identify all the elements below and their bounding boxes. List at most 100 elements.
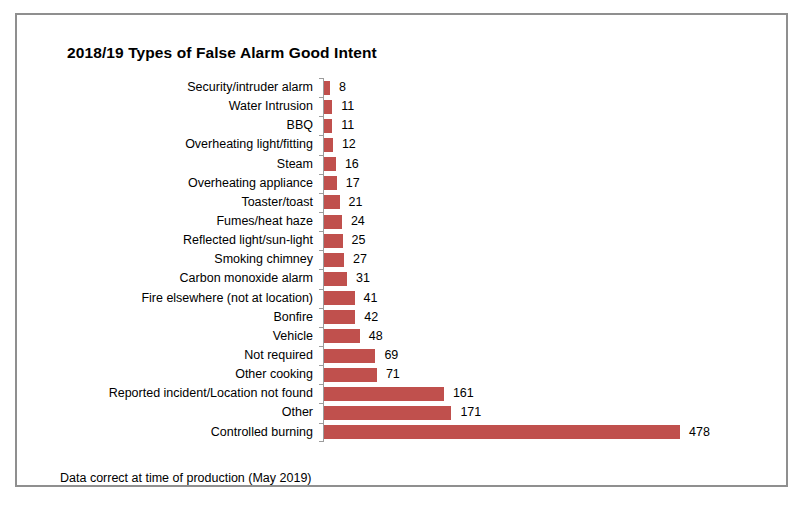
bar xyxy=(324,291,355,305)
value-label: 27 xyxy=(353,250,367,269)
category-label: BBQ xyxy=(57,116,313,135)
value-label: 41 xyxy=(364,289,378,308)
bar xyxy=(324,349,375,363)
chart-row: Overheating appliance 17 xyxy=(57,174,797,193)
value-label: 8 xyxy=(339,78,346,97)
bar xyxy=(324,100,332,114)
axis-tick xyxy=(319,250,324,251)
chart-row: Bonfire 42 xyxy=(57,308,797,327)
category-label: Vehicle xyxy=(57,327,313,346)
chart-row: Controlled burning 478 xyxy=(57,423,797,442)
chart-row: Other 171 xyxy=(57,403,797,422)
category-label: Reflected light/sun-light xyxy=(57,231,313,250)
value-label: 31 xyxy=(356,269,370,288)
axis-tick xyxy=(319,423,324,424)
value-label: 42 xyxy=(364,308,378,327)
category-label: Other xyxy=(57,403,313,422)
bar xyxy=(324,157,336,171)
chart-row: Toaster/toast 21 xyxy=(57,193,797,212)
category-label: Smoking chimney xyxy=(57,250,313,269)
bar xyxy=(324,253,344,267)
axis-tick xyxy=(319,193,324,194)
bar xyxy=(324,195,340,209)
value-label: 69 xyxy=(384,346,398,365)
category-label: Controlled burning xyxy=(57,423,313,442)
category-label: Water Intrusion xyxy=(57,97,313,116)
axis-tick xyxy=(319,174,324,175)
value-label: 11 xyxy=(341,97,354,116)
chart-frame: 2018/19 Types of False Alarm Good Intent… xyxy=(15,13,788,487)
bar xyxy=(324,81,330,95)
category-label: Other cooking xyxy=(57,365,313,384)
axis-tick xyxy=(319,289,324,290)
bar xyxy=(324,368,377,382)
bar xyxy=(324,215,342,229)
category-label: Security/intruder alarm xyxy=(57,78,313,97)
axis-tick xyxy=(319,403,324,404)
axis-tick xyxy=(319,155,324,156)
chart-row: Reported incident/Location not found 161 xyxy=(57,384,797,403)
bar xyxy=(324,176,337,190)
axis-tick xyxy=(319,346,324,347)
chart-row: Fire elsewhere (not at location) 41 xyxy=(57,289,797,308)
category-label: Toaster/toast xyxy=(57,193,313,212)
category-label: Overheating appliance xyxy=(57,174,313,193)
category-label: Overheating light/fitting xyxy=(57,135,313,154)
value-label: 11 xyxy=(341,116,354,135)
chart-row: Smoking chimney 27 xyxy=(57,250,797,269)
axis-tick xyxy=(319,97,324,98)
axis-tick xyxy=(319,116,324,117)
value-label: 24 xyxy=(351,212,365,231)
axis-tick xyxy=(319,384,324,385)
bar xyxy=(324,272,347,286)
chart-row: Fumes/heat haze 24 xyxy=(57,212,797,231)
value-label: 16 xyxy=(345,155,359,174)
footer-note: Data correct at time of production (May … xyxy=(60,471,312,485)
category-label: Fire elsewhere (not at location) xyxy=(57,289,313,308)
bar xyxy=(324,310,355,324)
axis-tick xyxy=(319,212,324,213)
axis-tick xyxy=(319,78,324,79)
chart-row: Vehicle 48 xyxy=(57,327,797,346)
chart-row: Reflected light/sun-light 25 xyxy=(57,231,797,250)
axis-tick xyxy=(319,308,324,309)
axis-tick xyxy=(319,135,324,136)
chart-row: BBQ 11 xyxy=(57,116,797,135)
bar xyxy=(324,119,332,133)
chart-row: Carbon monoxide alarm 31 xyxy=(57,269,797,288)
value-label: 478 xyxy=(689,423,710,442)
value-label: 25 xyxy=(352,231,366,250)
category-label: Reported incident/Location not found xyxy=(57,384,313,403)
category-label: Not required xyxy=(57,346,313,365)
axis-tick xyxy=(319,441,324,442)
category-label: Steam xyxy=(57,155,313,174)
axis-tick xyxy=(319,365,324,366)
axis-tick xyxy=(319,269,324,270)
axis-tick xyxy=(319,327,324,328)
value-label: 161 xyxy=(453,384,474,403)
chart-row: Overheating light/fitting 12 xyxy=(57,135,797,154)
bar xyxy=(324,329,360,343)
value-label: 171 xyxy=(460,403,481,422)
value-label: 48 xyxy=(369,327,383,346)
bar xyxy=(324,425,680,439)
value-label: 71 xyxy=(386,365,400,384)
category-label: Fumes/heat haze xyxy=(57,212,313,231)
bar xyxy=(324,138,333,152)
chart-row: Security/intruder alarm 8 xyxy=(57,78,797,97)
value-label: 21 xyxy=(349,193,363,212)
chart-row: Water Intrusion 11 xyxy=(57,97,797,116)
axis-tick xyxy=(319,231,324,232)
category-label: Bonfire xyxy=(57,308,313,327)
chart-row: Steam 16 xyxy=(57,155,797,174)
chart-title: 2018/19 Types of False Alarm Good Intent xyxy=(67,44,377,62)
value-label: 17 xyxy=(346,174,360,193)
bar xyxy=(324,406,451,420)
bar xyxy=(324,234,343,248)
chart-row: Not required 69 xyxy=(57,346,797,365)
chart-row: Other cooking 71 xyxy=(57,365,797,384)
bar xyxy=(324,387,444,401)
category-label: Carbon monoxide alarm xyxy=(57,269,313,288)
plot-area: Security/intruder alarm 8 Water Intrusion 1… xyxy=(57,78,797,442)
value-label: 12 xyxy=(342,135,356,154)
